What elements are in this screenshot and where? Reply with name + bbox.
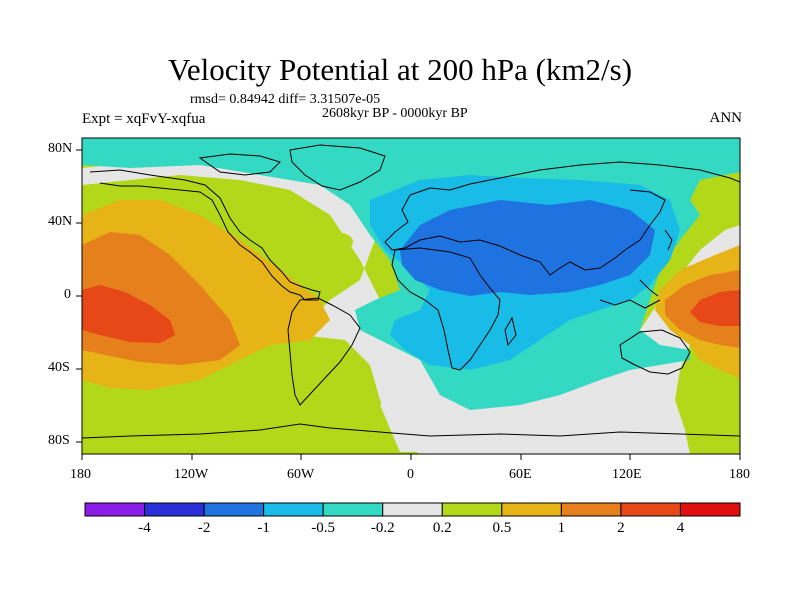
- axis-ticks: [76, 149, 741, 460]
- coast-north-america: [89, 169, 321, 301]
- coast-south-america: [287, 297, 361, 406]
- coast-madagascar: [504, 316, 517, 347]
- coast-australia: [619, 329, 691, 375]
- coast-japan: [664, 229, 673, 251]
- colorbar-box-10: [679, 502, 741, 517]
- colorbar-label-7: 1: [557, 520, 566, 536]
- colorbar-label-8: 2: [617, 520, 625, 536]
- colorbar-box-2: [203, 502, 265, 517]
- lon-label-60w: 60W: [287, 467, 315, 482]
- colorbar-label-9: 4: [676, 520, 685, 536]
- field-near-zero-south: [380, 395, 685, 452]
- lon-label-120w: 120W: [174, 467, 209, 482]
- season-label: ANN: [709, 110, 743, 126]
- colorbar-label-3: -0.5: [311, 520, 336, 536]
- coast-canada-arctic: [198, 153, 281, 176]
- lon-label-60e: 60E: [509, 467, 532, 482]
- lat-label-equator: 0: [64, 287, 71, 302]
- lon-label-180-east: 180: [729, 467, 750, 482]
- colorbar-box-3: [263, 502, 324, 517]
- colorbar-box-9: [620, 502, 681, 517]
- colorbar-box-6: [441, 502, 503, 517]
- map-title: Velocity Potential at 200 hPa (km2/s): [167, 52, 633, 87]
- lon-label-120e: 120E: [612, 467, 642, 482]
- period-label: 2608kyr BP - 0000kyr BP: [322, 106, 468, 121]
- field-small-positive-1: [317, 232, 353, 252]
- coast-antarctica: [82, 423, 740, 439]
- field-small-positive-2: [312, 267, 324, 277]
- colorbar-box-7: [501, 502, 562, 517]
- colorbar-label-5: 0.2: [432, 520, 452, 536]
- colorbar-box-8: [560, 502, 622, 517]
- colorbar-label-4: -0.2: [370, 520, 395, 536]
- lat-label-40n: 40N: [48, 214, 73, 229]
- colorbar: [84, 502, 741, 517]
- stats-line: rmsd= 0.84942 diff= 3.31507e-05: [190, 92, 381, 107]
- colorbar-label-2: -1: [257, 520, 270, 536]
- lat-label-80s: 80S: [48, 433, 70, 448]
- colorbar-box-1: [144, 502, 205, 517]
- lat-label-80n: 80N: [48, 141, 73, 156]
- colorbar-box-0: [84, 502, 146, 517]
- colorbar-box-4: [322, 502, 384, 517]
- lon-label-180-west: 180: [70, 467, 91, 482]
- coast-africa: [391, 247, 501, 371]
- colorbar-label-1: -2: [197, 520, 211, 536]
- field-positive-strongest-pacific: [82, 285, 175, 343]
- coast-indonesia: [599, 279, 661, 309]
- contour-field: [82, 138, 740, 454]
- colorbar-label-0: -4: [138, 520, 151, 536]
- colorbar-box-5: [382, 502, 443, 517]
- coastlines: [82, 144, 740, 439]
- coast-greenland: [289, 144, 386, 191]
- lat-label-40s: 40S: [48, 360, 70, 375]
- colorbar-label-6: 0.5: [492, 520, 512, 536]
- experiment-label: Expt = xqFvY-xqfua: [82, 111, 206, 127]
- lon-label-0: 0: [407, 467, 414, 482]
- field-positive-strongest-westpac: [690, 290, 740, 326]
- field-negative-strongest: [400, 200, 655, 296]
- coast-europe-asia: [384, 161, 740, 276]
